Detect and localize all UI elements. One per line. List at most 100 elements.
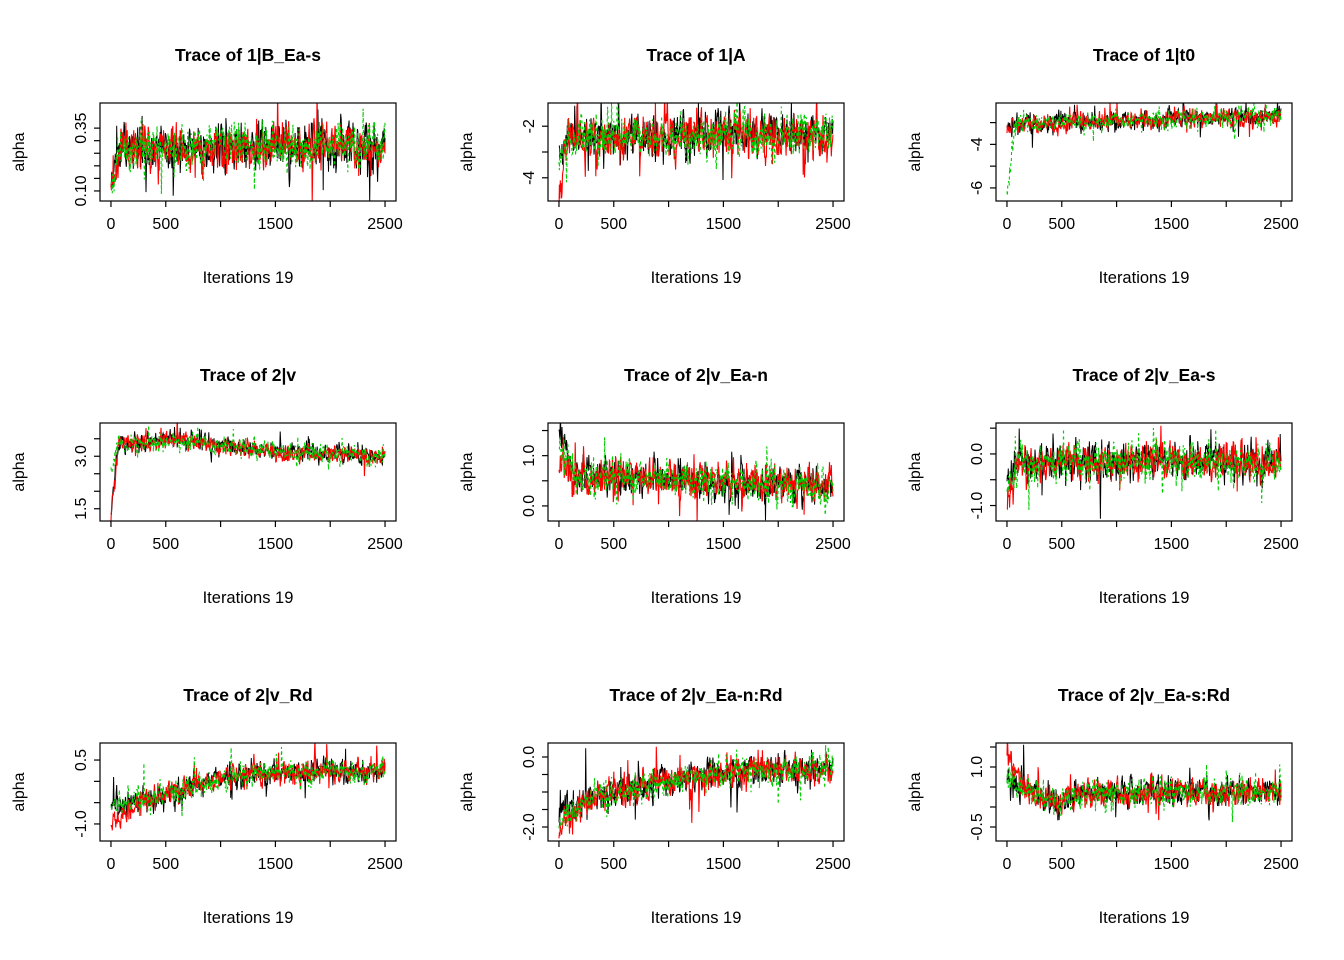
trace-panel-1B_Ea-s: Trace of 1|B_Ea-s alpha 0 500 1500 2500 0.10…: [0, 0, 448, 320]
x-axis-title: Iterations 19: [1098, 909, 1190, 927]
x-axis-title: Iterations 19: [650, 909, 742, 927]
panel-title: Trace of 2|v_Ea-s:Rd: [1057, 685, 1231, 705]
chain-3-trace: [1006, 764, 1282, 823]
y-axis-title: alpha: [11, 132, 28, 171]
chain-2-trace: [1006, 425, 1282, 511]
panel-title: Trace of 2|v_Ea-n:Rd: [609, 685, 783, 705]
trace-plot: alpha 0 500 1500 2500 -1.0 0.0: [907, 422, 1299, 553]
y-tick-label: 1.0: [521, 444, 538, 466]
chain-2-trace: [110, 743, 386, 831]
x-axis-title: Iterations 19: [202, 589, 294, 607]
y-tick-label: 0.10: [73, 175, 90, 206]
y-tick-label: 0.0: [521, 746, 538, 768]
plot-border: [547, 102, 845, 202]
chain-3-trace: [1006, 427, 1282, 510]
plot-border: [995, 102, 1293, 202]
x-tick-label: 2500: [815, 216, 851, 233]
x-axis-title: Iterations 19: [202, 269, 294, 287]
trace-plot: alpha 0 500 1500 2500 -2.0 0.0: [459, 742, 851, 873]
chain-3-trace: [558, 103, 834, 183]
chain-3-trace: [110, 425, 386, 473]
trace-panel-2v_Ea-n: Trace of 2|v_Ea-n alpha 0 500 1500 2500 0.0 1…: [448, 320, 896, 640]
y-axis-title: alpha: [459, 772, 476, 811]
x-tick-label: 0: [1003, 536, 1012, 553]
trace-panel-2v_Ea-n-Rd: Trace of 2|v_Ea-n:Rd alpha 0 500 1500 2500 -…: [448, 640, 896, 960]
x-tick-label: 500: [600, 856, 627, 873]
trace-panel-2v: Trace of 2|v alpha 0 500 1500 2500 1.5 3.0 It…: [0, 320, 448, 640]
y-axis-title: alpha: [459, 132, 476, 171]
x-tick-label: 0: [107, 856, 116, 873]
x-tick-label: 500: [1048, 216, 1075, 233]
plot-border: [995, 742, 1293, 842]
x-tick-label: 1500: [1154, 216, 1190, 233]
x-tick-label: 1500: [706, 216, 742, 233]
y-tick-label: 0.35: [73, 112, 90, 143]
trace-plot: alpha 0 500 1500 2500 -1.0 0.5: [11, 742, 403, 873]
plot-border: [99, 742, 397, 842]
x-axis-title: Iterations 19: [1098, 269, 1190, 287]
x-tick-label: 1500: [706, 856, 742, 873]
chain-1-trace: [1006, 744, 1282, 821]
chain-3-trace: [110, 108, 386, 194]
chain-3-trace: [1006, 103, 1282, 196]
y-tick-label: -2.0: [521, 813, 538, 841]
x-tick-label: 500: [152, 216, 179, 233]
x-tick-label: 500: [152, 536, 179, 553]
x-tick-label: 2500: [367, 216, 403, 233]
trace-panel-2v_Ea-s: Trace of 2|v_Ea-s alpha 0 500 1500 2500 -1.0…: [896, 320, 1344, 640]
panel-title: Trace of 1|t0: [1092, 45, 1196, 65]
trace-plot: alpha 0 500 1500 2500 -6 -4: [907, 102, 1299, 233]
plot-border: [995, 422, 1293, 522]
x-tick-label: 2500: [1263, 856, 1299, 873]
chain-2-trace: [1006, 743, 1282, 821]
x-tick-label: 500: [1048, 536, 1075, 553]
panel-title: Trace of 2|v: [199, 365, 297, 385]
y-tick-label: 0.0: [969, 443, 986, 465]
y-tick-label: -1.0: [969, 492, 986, 520]
chain-1-trace: [110, 426, 386, 515]
y-tick-label: 0.0: [521, 495, 538, 517]
x-tick-label: 1500: [1154, 856, 1190, 873]
y-tick-label: 1.0: [969, 756, 986, 778]
chain-3-trace: [558, 744, 834, 830]
chain-2-trace: [110, 423, 386, 521]
trace-plot: alpha 0 500 1500 2500 -4 -2: [459, 102, 851, 233]
y-tick-label: 3.0: [73, 445, 90, 467]
panel-title: Trace of 2|v_Rd: [183, 685, 313, 705]
trace-panel-2v_Ea-s-Rd: Trace of 2|v_Ea-s:Rd alpha 0 500 1500 2500 -…: [896, 640, 1344, 960]
x-tick-label: 500: [1048, 856, 1075, 873]
x-tick-label: 0: [107, 216, 116, 233]
chain-3-trace: [558, 435, 834, 516]
x-tick-label: 0: [1003, 856, 1012, 873]
chain-2-trace: [558, 436, 834, 521]
x-tick-label: 500: [152, 856, 179, 873]
y-tick-label: -0.5: [969, 813, 986, 841]
trace-panel-1t0: Trace of 1|t0 alpha 0 500 1500 2500 -6 -4 Ite…: [896, 0, 1344, 320]
x-tick-label: 1500: [258, 856, 294, 873]
x-tick-label: 1500: [258, 536, 294, 553]
plot-border: [547, 422, 845, 522]
plot-border: [99, 102, 397, 202]
x-tick-label: 2500: [1263, 216, 1299, 233]
trace-plot: alpha 0 500 1500 2500 -0.5 1.0: [907, 742, 1299, 873]
x-tick-label: 500: [600, 536, 627, 553]
x-axis-title: Iterations 19: [1098, 589, 1190, 607]
trace-plot: alpha 0 500 1500 2500 0.0 1.0: [459, 422, 851, 553]
x-tick-label: 1500: [1154, 536, 1190, 553]
panel-title: Trace of 2|v_Ea-n: [624, 365, 768, 385]
y-axis-title: alpha: [907, 132, 924, 171]
x-tick-label: 2500: [1263, 536, 1299, 553]
trace-panel-2v_Rd: Trace of 2|v_Rd alpha 0 500 1500 2500 -1.0 0.…: [0, 640, 448, 960]
panel-title: Trace of 1|B_Ea-s: [175, 45, 321, 65]
y-tick-label: -2: [521, 119, 538, 133]
y-axis-title: alpha: [11, 452, 28, 491]
y-axis-title: alpha: [907, 452, 924, 491]
x-tick-label: 2500: [815, 856, 851, 873]
x-tick-label: 0: [555, 856, 564, 873]
plot-border: [547, 742, 845, 842]
x-tick-label: 500: [600, 216, 627, 233]
x-tick-label: 2500: [815, 536, 851, 553]
x-axis-title: Iterations 19: [650, 269, 742, 287]
x-tick-label: 1500: [258, 216, 294, 233]
